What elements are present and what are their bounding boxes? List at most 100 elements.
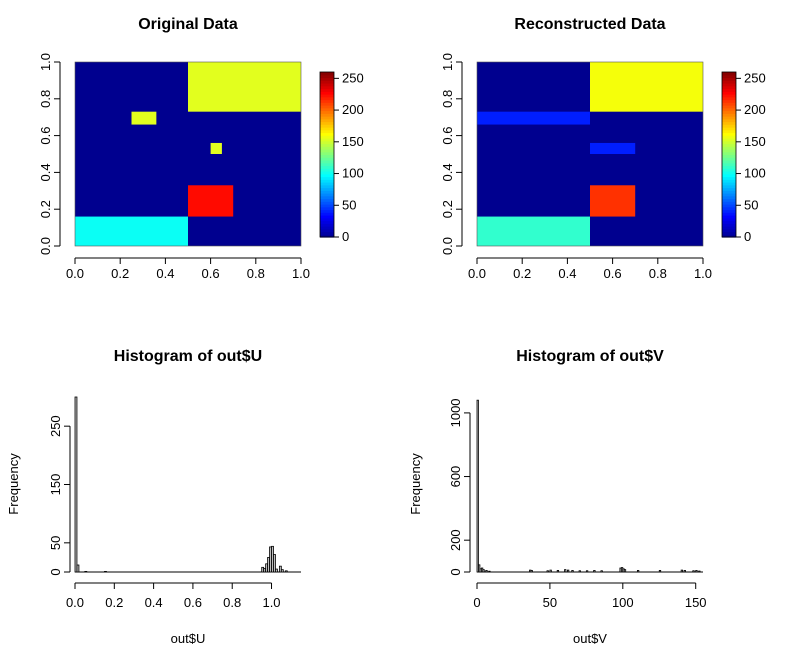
colorbar-segment [320, 74, 334, 79]
colorbar-tick-label: 150 [744, 134, 766, 149]
heatmap-block [188, 62, 301, 112]
histogram-bar [567, 569, 570, 573]
colorbar-segment [320, 198, 334, 202]
heatmap-panel-1: 0.0 0.2 0.4 0.6 0.8 1.0 0.0 0.2 0.4 0.6 0.8 1.0 0 50 1… [440, 53, 766, 281]
colorbar-segment [722, 110, 736, 114]
colorbar-segment [320, 135, 334, 139]
y-tick-label: 200 [448, 529, 463, 551]
colorbar-segment [722, 107, 736, 112]
colorbar-segment [722, 198, 736, 202]
colorbar-segment [320, 171, 334, 175]
x-tick-label: 1.0 [292, 266, 310, 281]
colorbar-segment [722, 138, 736, 142]
histogram-bar [600, 570, 603, 573]
colorbar-segment [320, 160, 334, 164]
x-tick-label: 1.0 [694, 266, 712, 281]
colorbar-segment [722, 129, 736, 134]
colorbar-segment [320, 121, 334, 125]
colorbar-segment [320, 146, 334, 150]
colorbar-segment [320, 149, 334, 153]
colorbar-segment [722, 195, 736, 200]
histogram-panel-1: 0 50 100 150 0 200 600 1000 [448, 398, 707, 610]
histogram-bar [578, 570, 581, 573]
colorbar-tick-label: 150 [342, 134, 364, 149]
histogram-bar [571, 570, 574, 573]
colorbar-segment [320, 105, 334, 109]
colorbar-segment [722, 184, 736, 189]
colorbar-segment [722, 96, 736, 101]
histogram-bar [530, 570, 533, 573]
colorbar-segment [320, 231, 334, 235]
colorbar-segment [320, 184, 334, 189]
colorbar-segment [320, 190, 334, 194]
colorbar-segment [722, 135, 736, 139]
x-tick-label: 0 [473, 595, 480, 610]
histogram-bar [683, 570, 686, 573]
colorbar-segment [722, 182, 736, 186]
heatmap-panel-0: 0.0 0.2 0.4 0.6 0.8 1.0 0.0 0.2 0.4 0.6 0.8 1.0 0 50 1… [38, 53, 364, 281]
colorbar-segment [722, 72, 736, 76]
colorbar-segment [320, 193, 334, 197]
histogram-bar [564, 569, 567, 573]
colorbar-segment [722, 226, 736, 230]
colorbar-segment [722, 165, 736, 169]
colorbar-segment [722, 154, 736, 158]
hist-u-xlabel: out$U [171, 631, 206, 646]
colorbar-tick-label: 100 [744, 166, 766, 181]
histogram-bar [275, 568, 278, 573]
y-tick-label: 1000 [448, 398, 463, 427]
colorbar-segment [722, 88, 736, 92]
x-tick-label: 0.0 [468, 266, 486, 281]
colorbar-segment [320, 234, 334, 238]
colorbar-tick-label: 100 [342, 166, 364, 181]
x-tick-label: 150 [685, 595, 707, 610]
colorbar-segment [722, 176, 736, 180]
colorbar-segment [722, 74, 736, 79]
histogram-bar [278, 565, 282, 573]
panel-title-reconstructed: Reconstructed Data [514, 16, 665, 33]
hist-u-ylabel: Frequency [6, 453, 21, 515]
colorbar-segment [320, 157, 334, 161]
colorbar-segment [722, 143, 736, 147]
y-tick-label: 250 [48, 415, 63, 437]
colorbar-segment [722, 85, 736, 90]
colorbar-frame [721, 71, 737, 238]
heatmap-block [477, 216, 590, 246]
histogram-bar [273, 554, 276, 573]
colorbar-segment [722, 193, 736, 197]
colorbar-segment [722, 80, 736, 84]
colorbar-segment [722, 116, 736, 120]
histogram-bar [585, 570, 589, 573]
histogram-bar [76, 564, 80, 573]
histogram-bar [74, 396, 78, 573]
x-tick-label: 0.4 [558, 266, 576, 281]
colorbar-segment [320, 201, 334, 205]
colorbar-segment [722, 121, 736, 125]
y-tick-label: 600 [448, 466, 463, 488]
colorbar-segment [722, 99, 736, 103]
colorbar-segment [320, 96, 334, 101]
colorbar-segment [722, 146, 736, 150]
heatmap-block [590, 185, 636, 217]
colorbar-segment [722, 140, 736, 145]
colorbar-segment [320, 99, 334, 103]
panel-title-hist-v: Histogram of out$V [516, 348, 664, 365]
histogram-bar [549, 569, 552, 573]
colorbar-segment [320, 162, 334, 167]
colorbar-segment [320, 168, 334, 172]
y-tick-label: 0 [48, 568, 63, 575]
plot-frame [476, 61, 704, 247]
colorbar-segment [722, 94, 736, 98]
x-tick-label: 0.6 [604, 266, 622, 281]
colorbar-segment [722, 206, 736, 211]
colorbar-segment [320, 143, 334, 147]
x-tick-label: 1.0 [262, 595, 280, 610]
colorbar-segment [320, 132, 334, 136]
colorbar-segment [722, 171, 736, 175]
histogram-bar [556, 570, 560, 573]
heatmap-block [75, 216, 188, 246]
colorbar-segment [722, 204, 736, 208]
colorbar-segment [320, 129, 334, 134]
colorbar-segment [320, 182, 334, 186]
colorbar-segment [320, 217, 334, 222]
